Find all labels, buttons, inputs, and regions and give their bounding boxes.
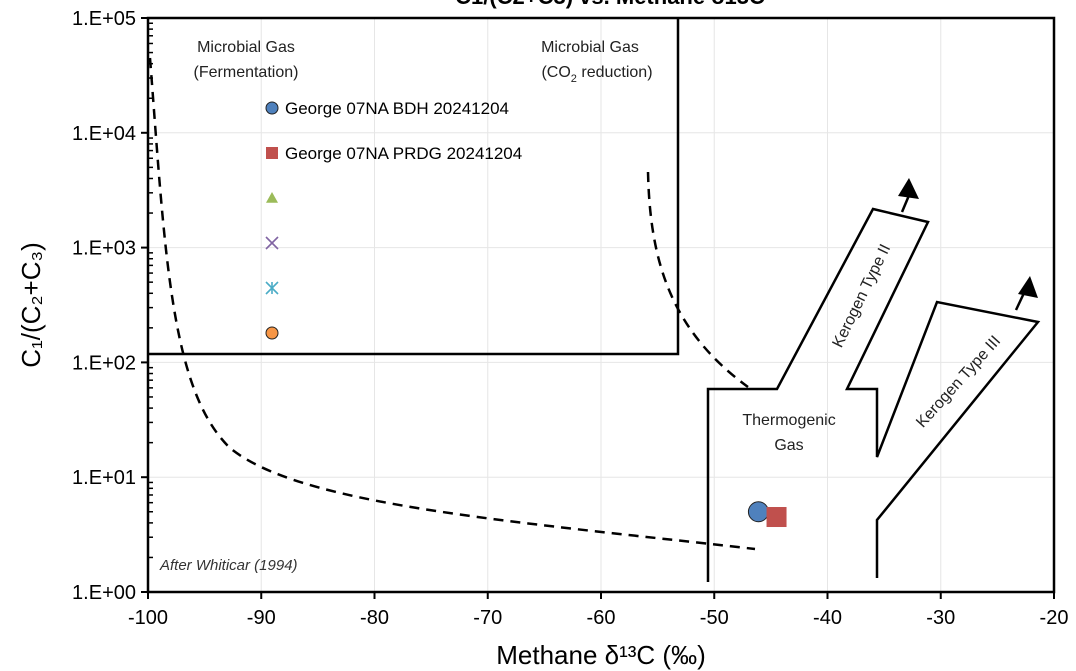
y-tick-label: 1.E+01 xyxy=(72,467,136,489)
x-axis: -100 -90 -80 -70 -60 -50 -40 -30 -20 xyxy=(128,592,1068,629)
legend-marker xyxy=(266,147,278,159)
x-tick-label: -100 xyxy=(128,607,168,629)
y-tick-label: 1.E+05 xyxy=(72,8,136,30)
region-fermentation-line1: Microbial Gas xyxy=(197,39,295,56)
y-tick-label: 1.E+02 xyxy=(72,352,136,374)
kerogen-iii-arrow-shaft xyxy=(1014,292,1026,311)
legend-marker xyxy=(266,192,278,203)
region-co2-line2: (CO2 reduction) xyxy=(541,64,652,85)
region-boundaries xyxy=(148,18,1041,582)
y-axis: 1.E+00 1.E+01 1.E+02 1.E+03 1.E+04 1.E+05 xyxy=(72,8,153,604)
y-tick-label: 1.E+00 xyxy=(72,582,136,604)
kerogen-iii-arrow-head xyxy=(1018,276,1038,298)
y-axis-title: C₁/(C₂+C₃) xyxy=(16,242,46,368)
x-tick-label: -70 xyxy=(473,607,502,629)
x-tick-label: -20 xyxy=(1040,607,1069,629)
region-co2-part1: (CO xyxy=(541,64,570,81)
legend-marker xyxy=(265,236,279,250)
region-thermogenic-line1: Thermogenic xyxy=(742,412,835,429)
region-fermentation-line2: (Fermentation) xyxy=(194,64,299,81)
region-thermogenic-line2: Gas xyxy=(774,437,803,454)
data-point xyxy=(766,507,787,528)
chart-title: C1/(C2+C3) vs. Methane δ13C xyxy=(455,0,765,9)
x-tick-label: -60 xyxy=(587,607,616,629)
region-kerogen-ii: Kerogen Type II xyxy=(830,242,895,351)
region-co2-line1: Microbial Gas xyxy=(541,39,639,56)
legend-label: George 07NA BDH 20241204 xyxy=(285,99,509,118)
microbial-box xyxy=(148,18,680,356)
legend-marker xyxy=(265,326,279,340)
y-tick-label: 1.E+04 xyxy=(72,123,136,145)
x-tick-label: -90 xyxy=(247,607,276,629)
legend-marker xyxy=(265,101,279,115)
gridlines xyxy=(148,18,1054,592)
x-tick-label: -30 xyxy=(926,607,955,629)
x-axis-title: Methane δ¹³C (‰) xyxy=(496,640,706,670)
legend-label: George 07NA PRDG 20241204 xyxy=(285,144,522,163)
data-points xyxy=(747,501,787,528)
source-credit: After Whiticar (1994) xyxy=(159,557,298,574)
fermentation-dashed-curve xyxy=(148,57,756,551)
legend-marker xyxy=(265,281,279,295)
data-point xyxy=(747,501,769,523)
kerogen-ii-arrow-head xyxy=(898,178,919,199)
x-tick-label: -50 xyxy=(700,607,729,629)
y-tick-label: 1.E+03 xyxy=(72,238,136,260)
co2-dashed-curve xyxy=(646,171,749,389)
region-co2-subscript: 2 xyxy=(571,73,577,85)
region-co2-part2: reduction) xyxy=(577,64,653,81)
x-tick-label: -80 xyxy=(360,607,389,629)
thermogenic-outline xyxy=(706,207,1041,582)
dashed-boundaries xyxy=(148,57,756,551)
x-tick-label: -40 xyxy=(813,607,842,629)
legend: George 07NA BDH 20241204 George 07NA PRDG… xyxy=(265,99,522,340)
